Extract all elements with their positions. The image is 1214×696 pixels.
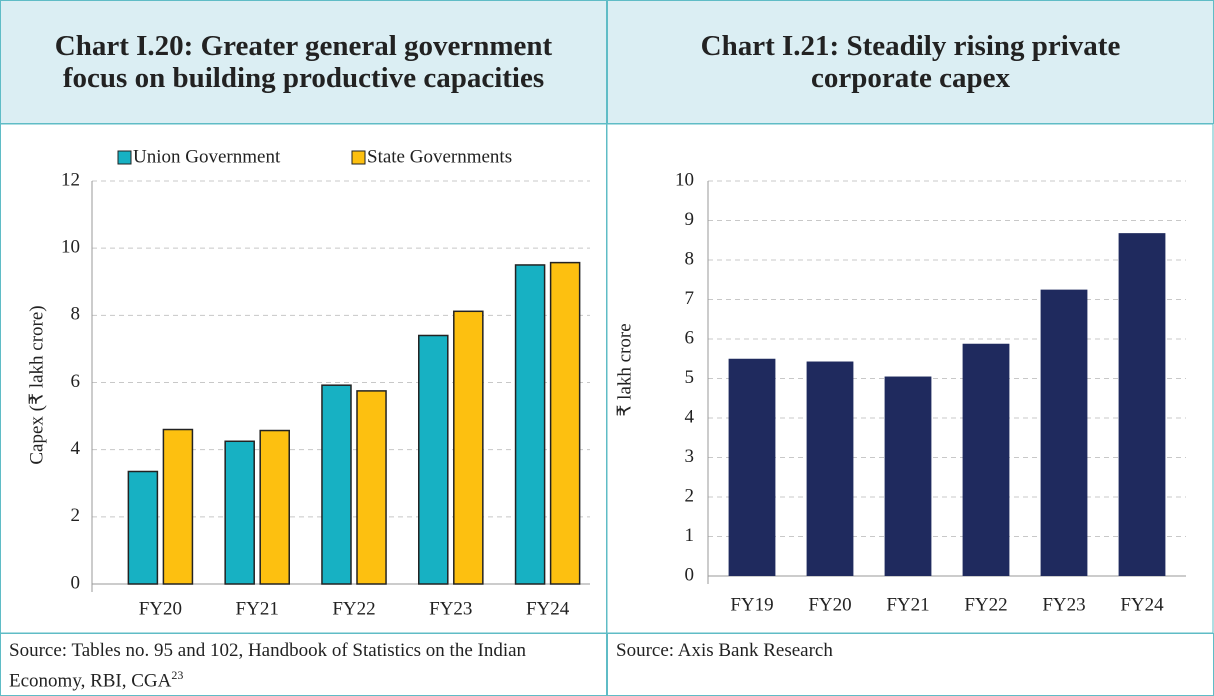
bar xyxy=(1118,233,1166,576)
y-tick-label: 3 xyxy=(685,446,695,467)
y-tick-label: 0 xyxy=(685,564,695,585)
x-tick-label: FY20 xyxy=(808,594,851,615)
bar xyxy=(549,261,581,585)
x-tick-label: FY22 xyxy=(332,598,375,619)
legend-label: Union Government xyxy=(133,146,281,167)
source-note: Source: Tables no. 95 and 102, Handbook … xyxy=(0,633,607,696)
y-tick-label: 2 xyxy=(71,505,81,526)
bar xyxy=(127,470,159,585)
y-tick-label: 1 xyxy=(685,525,695,546)
y-tick-label: 4 xyxy=(685,406,695,427)
y-axis-label: ₹ lakh crore xyxy=(614,323,635,416)
y-tick-label: 0 xyxy=(71,572,81,593)
y-tick-label: 4 xyxy=(71,438,81,459)
bar xyxy=(356,390,387,585)
x-tick-label: FY20 xyxy=(139,598,182,619)
y-tick-label: 9 xyxy=(685,209,695,230)
bar xyxy=(259,429,290,585)
legend-swatch xyxy=(117,150,132,165)
chart-title: Chart I.21: Steadily rising private corp… xyxy=(607,0,1214,124)
legend-swatch xyxy=(351,150,366,165)
x-tick-label: FY22 xyxy=(964,594,1007,615)
y-tick-label: 6 xyxy=(685,327,695,348)
bar xyxy=(162,428,194,585)
y-tick-label: 10 xyxy=(61,237,80,258)
y-tick-label: 7 xyxy=(685,288,695,309)
y-axis-label: Capex (₹ lakh crore) xyxy=(26,305,47,464)
bar xyxy=(962,343,1010,576)
bar xyxy=(224,440,255,585)
x-tick-label: FY24 xyxy=(526,598,570,619)
x-tick-label: FY24 xyxy=(1120,594,1164,615)
x-tick-label: FY21 xyxy=(236,598,279,619)
bar xyxy=(321,384,352,585)
x-tick-label: FY19 xyxy=(730,594,773,615)
legend-label: State Governments xyxy=(367,146,512,167)
source-note: Source: Axis Bank Research xyxy=(607,633,1214,696)
y-tick-label: 5 xyxy=(685,367,695,388)
bar xyxy=(1040,289,1088,576)
y-tick-label: 10 xyxy=(675,169,694,190)
bar xyxy=(514,264,546,585)
x-tick-label: FY21 xyxy=(886,594,929,615)
y-tick-label: 2 xyxy=(685,485,695,506)
bar xyxy=(806,361,854,576)
y-tick-label: 8 xyxy=(685,248,695,269)
bar xyxy=(418,334,449,585)
bar xyxy=(453,310,484,585)
y-tick-label: 12 xyxy=(61,169,80,190)
bar xyxy=(728,358,776,576)
y-tick-label: 6 xyxy=(71,371,81,392)
x-tick-label: FY23 xyxy=(429,598,472,619)
y-tick-label: 8 xyxy=(71,304,81,325)
footnote-ref: 23 xyxy=(171,668,184,682)
source: Source: Tables no. 95 and 102, Handbook … xyxy=(9,640,527,692)
chart-title: Chart I.20: Greater general government f… xyxy=(0,0,607,124)
bar xyxy=(884,376,932,576)
x-tick-label: FY23 xyxy=(1042,594,1085,615)
